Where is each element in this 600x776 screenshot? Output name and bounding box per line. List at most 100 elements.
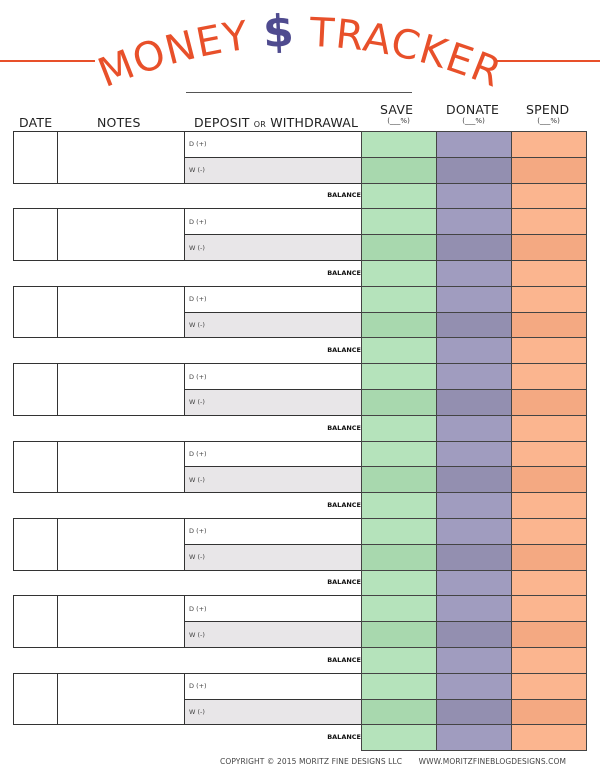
deposit-cell[interactable]: D (+) <box>184 672 362 700</box>
donate-cell[interactable] <box>436 131 512 158</box>
save-cell[interactable] <box>361 285 437 313</box>
deposit-cell[interactable]: D (+) <box>184 363 362 390</box>
spend-cell[interactable] <box>511 724 587 752</box>
date-cell[interactable] <box>13 363 58 416</box>
donate-percent[interactable]: (___%) <box>462 117 485 125</box>
save-percent[interactable]: (___%) <box>387 117 410 125</box>
save-cell[interactable] <box>361 363 437 390</box>
save-cell[interactable] <box>361 621 437 648</box>
donate-cell[interactable] <box>436 569 512 597</box>
withdraw-cell[interactable]: W (-) <box>184 156 362 184</box>
notes-cell[interactable] <box>57 440 185 494</box>
save-cell[interactable] <box>361 234 437 261</box>
donate-cell[interactable] <box>436 440 512 468</box>
donate-cell[interactable] <box>436 259 512 287</box>
save-cell[interactable] <box>361 208 437 236</box>
spend-cell[interactable] <box>511 569 587 597</box>
date-cell[interactable] <box>13 208 58 261</box>
spend-cell[interactable] <box>511 517 587 545</box>
spend-cell[interactable] <box>511 621 587 648</box>
donate-cell[interactable] <box>436 337 512 365</box>
spend-cell[interactable] <box>511 698 587 726</box>
spend-cell[interactable] <box>511 285 587 313</box>
notes-cell[interactable] <box>57 517 185 571</box>
donate-cell[interactable] <box>436 363 512 390</box>
spend-cell[interactable] <box>511 440 587 468</box>
deposit-cell[interactable]: D (+) <box>184 440 362 468</box>
date-cell[interactable] <box>13 285 58 339</box>
donate-cell[interactable] <box>436 285 512 313</box>
spend-percent[interactable]: (___%) <box>537 117 560 125</box>
donate-cell[interactable] <box>436 388 512 416</box>
save-cell[interactable] <box>361 492 437 519</box>
donate-cell[interactable] <box>436 156 512 184</box>
deposit-cell[interactable]: D (+) <box>184 517 362 545</box>
spend-cell[interactable] <box>511 156 587 184</box>
save-cell[interactable] <box>361 672 437 700</box>
donate-cell[interactable] <box>436 234 512 261</box>
date-cell[interactable] <box>13 440 58 494</box>
save-cell[interactable] <box>361 337 437 365</box>
date-cell[interactable] <box>13 672 58 726</box>
spend-cell[interactable] <box>511 311 587 339</box>
save-cell[interactable] <box>361 440 437 468</box>
spend-cell[interactable] <box>511 595 587 623</box>
withdraw-cell[interactable]: W (-) <box>184 543 362 571</box>
save-cell[interactable] <box>361 156 437 184</box>
spend-cell[interactable] <box>511 414 587 442</box>
notes-cell[interactable] <box>57 285 185 339</box>
donate-cell[interactable] <box>436 466 512 494</box>
withdraw-cell[interactable]: W (-) <box>184 311 362 339</box>
donate-cell[interactable] <box>436 492 512 519</box>
spend-cell[interactable] <box>511 543 587 571</box>
save-cell[interactable] <box>361 543 437 571</box>
donate-cell[interactable] <box>436 621 512 648</box>
donate-cell[interactable] <box>436 517 512 545</box>
save-cell[interactable] <box>361 698 437 726</box>
donate-cell[interactable] <box>436 208 512 236</box>
deposit-cell[interactable]: D (+) <box>184 285 362 313</box>
donate-cell[interactable] <box>436 182 512 210</box>
save-cell[interactable] <box>361 259 437 287</box>
spend-cell[interactable] <box>511 234 587 261</box>
notes-cell[interactable] <box>57 363 185 416</box>
notes-cell[interactable] <box>57 672 185 726</box>
save-cell[interactable] <box>361 131 437 158</box>
spend-cell[interactable] <box>511 131 587 158</box>
spend-cell[interactable] <box>511 466 587 494</box>
save-cell[interactable] <box>361 414 437 442</box>
deposit-cell[interactable]: D (+) <box>184 208 362 236</box>
date-cell[interactable] <box>13 517 58 571</box>
spend-cell[interactable] <box>511 208 587 236</box>
save-cell[interactable] <box>361 182 437 210</box>
spend-cell[interactable] <box>511 259 587 287</box>
deposit-cell[interactable]: D (+) <box>184 595 362 623</box>
save-cell[interactable] <box>361 517 437 545</box>
deposit-cell[interactable]: D (+) <box>184 131 362 158</box>
withdraw-cell[interactable]: W (-) <box>184 621 362 648</box>
spend-cell[interactable] <box>511 182 587 210</box>
spend-cell[interactable] <box>511 646 587 674</box>
save-cell[interactable] <box>361 311 437 339</box>
donate-cell[interactable] <box>436 543 512 571</box>
spend-cell[interactable] <box>511 492 587 519</box>
donate-cell[interactable] <box>436 414 512 442</box>
withdraw-cell[interactable]: W (-) <box>184 466 362 494</box>
spend-cell[interactable] <box>511 388 587 416</box>
withdraw-cell[interactable]: W (-) <box>184 234 362 261</box>
spend-cell[interactable] <box>511 672 587 700</box>
notes-cell[interactable] <box>57 131 185 184</box>
name-line[interactable] <box>186 92 412 93</box>
withdraw-cell[interactable]: W (-) <box>184 698 362 726</box>
save-cell[interactable] <box>361 466 437 494</box>
save-cell[interactable] <box>361 646 437 674</box>
date-cell[interactable] <box>13 131 58 184</box>
notes-cell[interactable] <box>57 595 185 648</box>
save-cell[interactable] <box>361 388 437 416</box>
save-cell[interactable] <box>361 595 437 623</box>
withdraw-cell[interactable]: W (-) <box>184 388 362 416</box>
donate-cell[interactable] <box>436 724 512 752</box>
donate-cell[interactable] <box>436 672 512 700</box>
donate-cell[interactable] <box>436 595 512 623</box>
donate-cell[interactable] <box>436 646 512 674</box>
